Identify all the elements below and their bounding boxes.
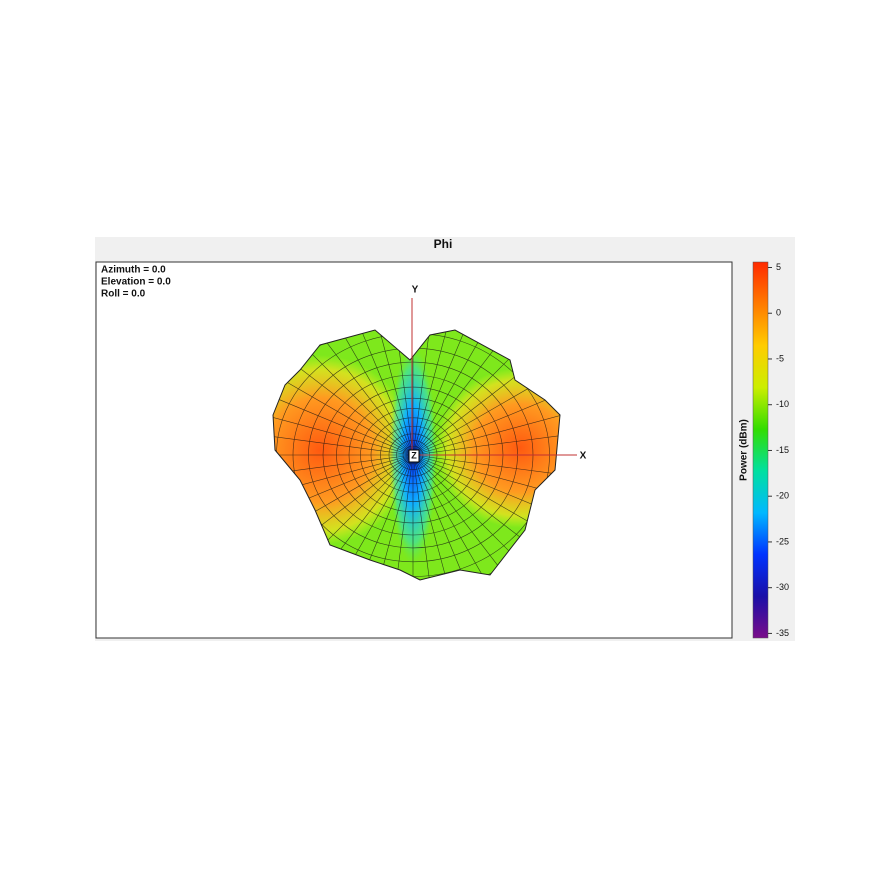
colorbar-tick-label: -5	[776, 353, 784, 363]
colorbar-label: Power (dBm)	[739, 419, 750, 481]
colorbar-tick-label: -10	[776, 399, 789, 409]
colorbar-tick-label: -25	[776, 536, 789, 546]
colorbar-tick-label: -15	[776, 445, 789, 455]
colorbar-tick-label: -30	[776, 582, 789, 592]
colorbar-tick-label: 5	[776, 262, 781, 272]
title: Phi	[434, 237, 453, 251]
colorbar-tick-label: -35	[776, 628, 789, 638]
axis-label: Y	[412, 285, 419, 296]
view-label: Elevation = 0.0	[101, 277, 171, 288]
view-label: Roll = 0.0	[101, 289, 146, 300]
colorbar	[752, 261, 769, 639]
colorbar-tick-label: -20	[776, 491, 789, 501]
z-box	[408, 449, 420, 463]
axis-label: X	[580, 451, 587, 462]
colorbar-tick-label: 0	[776, 308, 781, 318]
view-label: Azimuth = 0.0	[101, 265, 166, 276]
axis-label: Z	[411, 450, 417, 460]
